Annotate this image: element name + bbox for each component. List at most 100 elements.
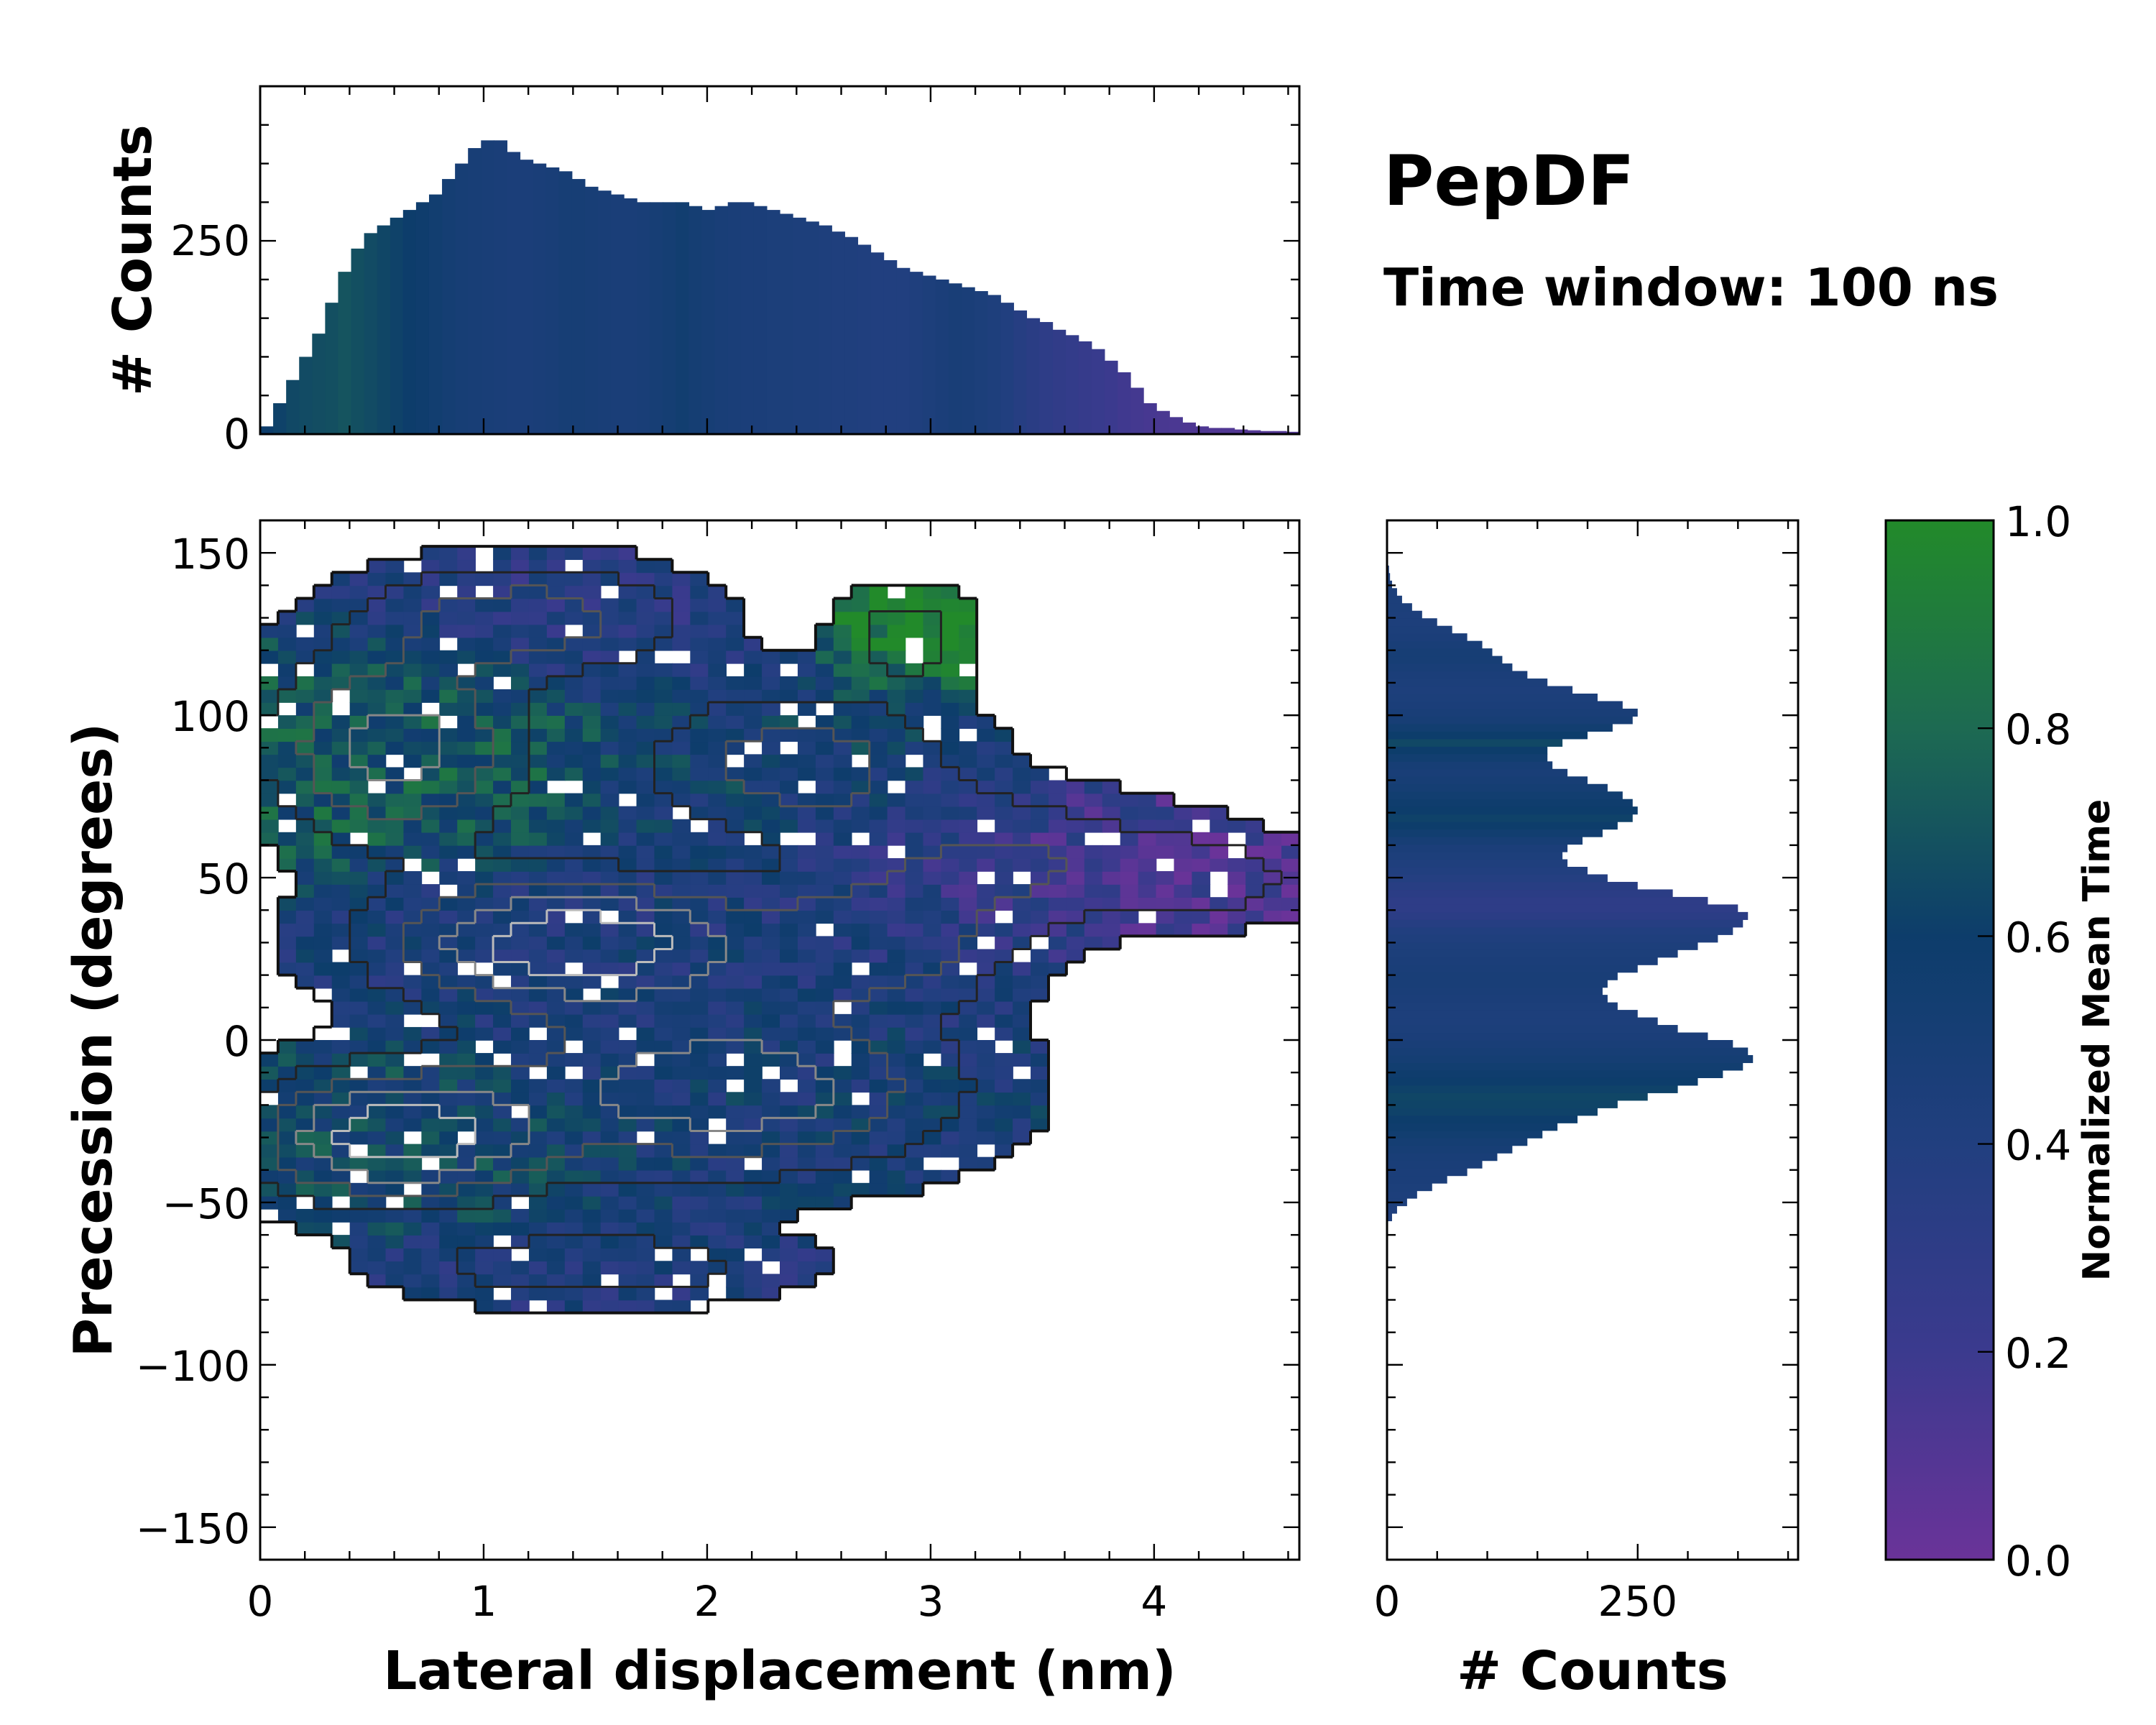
heatmap-cell — [815, 832, 834, 846]
heatmap-cell — [618, 962, 637, 976]
right-hist-bar — [1387, 1070, 1723, 1078]
heatmap-cell — [708, 884, 727, 898]
heatmap-cell — [277, 1118, 297, 1132]
top-hist-bar — [831, 231, 845, 434]
heatmap-cell — [313, 857, 333, 872]
heatmap-cell — [582, 1261, 602, 1275]
heatmap-cell — [1102, 923, 1121, 937]
heatmap-cell — [421, 988, 441, 1002]
heatmap-cell — [959, 806, 978, 820]
heatmap-cell — [421, 1118, 441, 1132]
heatmap-cell — [708, 1013, 727, 1028]
heatmap-cell — [690, 897, 709, 911]
heatmap-cell — [941, 819, 960, 833]
heatmap-cell — [923, 1169, 942, 1184]
heatmap-cell — [905, 611, 924, 625]
heatmap-cell — [797, 1053, 816, 1067]
right-hist-bar — [1387, 806, 1638, 815]
heatmap-cell — [959, 1118, 978, 1132]
heatmap-cell — [421, 663, 441, 677]
heatmap-cell — [349, 845, 369, 859]
heatmap-cell — [546, 806, 566, 820]
heatmap-cell — [636, 806, 655, 820]
heatmap-cell — [1156, 832, 1175, 846]
heatmap-cell — [869, 845, 888, 859]
heatmap-cell — [797, 1182, 816, 1197]
heatmap-cell — [1066, 857, 1085, 872]
heatmap-cell — [941, 975, 960, 989]
heatmap-cell — [672, 754, 691, 768]
heatmap-cell — [690, 1000, 709, 1015]
heatmap-cell — [1192, 857, 1211, 872]
heatmap-cell — [923, 897, 942, 911]
heatmap-cell — [349, 806, 369, 820]
heatmap-cell — [600, 988, 619, 1002]
heatmap-cell — [959, 1053, 978, 1067]
heatmap-cell — [367, 962, 387, 976]
heatmap-cell — [475, 741, 494, 755]
heatmap-cell — [582, 949, 602, 963]
heatmap-cell — [672, 598, 691, 612]
heatmap-cell — [493, 910, 512, 924]
heatmap-cell — [260, 702, 279, 716]
top-hist-bar — [896, 267, 911, 434]
heatmap-cell — [654, 1131, 673, 1145]
heatmap-cell — [1120, 845, 1139, 859]
heatmap-cell — [1084, 845, 1103, 859]
heatmap-cell — [313, 962, 333, 976]
heatmap-cell — [582, 975, 602, 989]
heatmap-cell — [475, 1222, 494, 1236]
right-histogram-bars — [1387, 565, 1754, 1222]
heatmap-cell — [403, 1222, 423, 1236]
heatmap-cell — [654, 1208, 673, 1223]
heatmap-cell — [349, 1013, 369, 1028]
heatmap-cell — [797, 1156, 816, 1171]
top-hist-bar — [962, 287, 975, 434]
heatmap-cell — [690, 975, 709, 989]
heatmap-cell — [869, 1026, 888, 1041]
heatmap-cell — [1084, 857, 1103, 872]
heatmap-cell — [439, 1079, 459, 1093]
heatmap-cell — [815, 1195, 834, 1210]
heatmap-cell — [439, 1274, 459, 1288]
heatmap-cell — [475, 598, 494, 612]
heatmap-cell — [744, 1079, 763, 1093]
heatmap-cell — [564, 897, 584, 911]
heatmap-cell — [385, 793, 405, 807]
heatmap-cell — [959, 611, 978, 625]
top-hist-bar — [351, 248, 365, 434]
heatmap-cell — [905, 845, 924, 859]
heatmap-cell — [493, 871, 512, 885]
right-hist-bar — [1387, 987, 1603, 995]
heatmap-cell — [672, 819, 691, 833]
heatmap-cell — [403, 702, 423, 716]
top-hist-bar — [390, 217, 404, 434]
top-hist-bar — [481, 140, 494, 435]
heatmap-cell — [493, 689, 512, 703]
heatmap-cell — [260, 1169, 279, 1184]
heatmap-cell — [367, 910, 387, 924]
heatmap-cell — [439, 975, 459, 989]
heatmap-cell — [582, 1131, 602, 1145]
heatmap-cell — [493, 741, 512, 755]
heatmap-cell — [582, 572, 602, 586]
heatmap-cell — [1084, 780, 1103, 794]
heatmap-cell — [403, 1195, 423, 1210]
heatmap-cell — [1281, 857, 1299, 872]
heatmap-cell — [546, 1053, 566, 1067]
heatmap-cell — [457, 1287, 476, 1301]
heatmap-cell — [977, 1131, 995, 1145]
heatmap-cell — [313, 1131, 333, 1145]
heatmap-cell — [457, 689, 476, 703]
heatmap-cell — [1120, 819, 1139, 833]
heatmap-cell — [421, 936, 441, 950]
heatmap-cell — [493, 1040, 512, 1054]
heatmap-cell — [815, 1105, 834, 1119]
heatmap-cell — [941, 1053, 960, 1067]
heatmap-cell — [439, 1013, 459, 1028]
heatmap-cell — [367, 1118, 387, 1132]
heatmap-cell — [672, 871, 691, 885]
heatmap-cell — [475, 1235, 494, 1248]
right-hist-bar — [1387, 889, 1673, 898]
heatmap-cell — [277, 689, 297, 703]
